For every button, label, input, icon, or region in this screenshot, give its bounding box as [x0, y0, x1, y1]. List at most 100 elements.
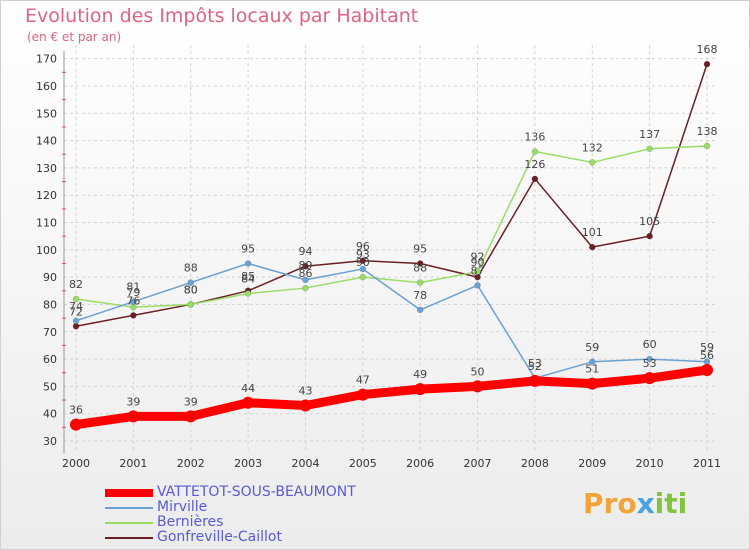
data-label: 50 [471, 365, 485, 378]
x-tick-label: 2003 [234, 457, 262, 470]
chart-subtitle: (en € et par an) [27, 30, 122, 44]
data-label: 72 [69, 305, 83, 318]
data-label: 82 [69, 278, 83, 291]
data-point [130, 298, 137, 305]
y-tick-label: 80 [43, 298, 57, 311]
data-label: 168 [697, 43, 718, 56]
data-label: 59 [700, 341, 714, 354]
data-label: 56 [700, 349, 714, 362]
data-label: 96 [356, 240, 370, 253]
data-label: 39 [126, 395, 140, 408]
data-point [244, 260, 252, 267]
data-point [646, 355, 653, 363]
data-label: 88 [413, 262, 427, 275]
legend-swatch-vattetot [105, 488, 153, 497]
data-label: 94 [298, 245, 312, 258]
data-label: 105 [639, 215, 660, 228]
data-point [244, 290, 252, 297]
legend-item-gonfreville: Gonfreville-Caillot [105, 530, 356, 545]
data-label: 87 [471, 264, 485, 277]
data-point [531, 148, 539, 155]
y-tick-label: 40 [43, 408, 57, 421]
data-label: 80 [184, 283, 198, 296]
data-label: 76 [126, 294, 140, 307]
data-point [130, 312, 137, 319]
series-line [75, 63, 708, 328]
data-label: 95 [413, 242, 427, 255]
data-label: 36 [69, 404, 83, 417]
data-point [643, 372, 656, 385]
data-point [586, 377, 599, 390]
data-point [471, 380, 484, 393]
series-line [75, 262, 708, 379]
y-tick-label: 130 [36, 162, 57, 175]
data-label: 93 [356, 248, 370, 261]
x-tick-label: 2011 [693, 457, 721, 470]
legend-item-mirville: Mirville [105, 500, 356, 515]
series-line [71, 365, 712, 430]
y-tick-label: 50 [43, 380, 57, 393]
data-label: 90 [356, 256, 370, 269]
data-label: 132 [582, 141, 603, 154]
data-label: 126 [524, 158, 545, 171]
y-tick-label: 30 [43, 435, 57, 448]
data-label: 60 [643, 338, 657, 351]
data-label: 47 [356, 374, 370, 387]
data-label: 90 [471, 256, 485, 269]
y-tick-label: 160 [36, 80, 57, 93]
data-label: 84 [241, 273, 255, 286]
data-point [187, 301, 194, 308]
data-label: 43 [298, 384, 312, 397]
y-tick-label: 150 [36, 107, 57, 120]
x-tick-label: 2002 [177, 457, 205, 470]
x-tick-label: 2007 [464, 457, 492, 470]
data-point [531, 175, 539, 183]
data-label: 88 [184, 262, 198, 275]
data-point [414, 383, 427, 396]
y-tick-label: 120 [36, 189, 57, 202]
data-point [72, 317, 80, 325]
data-label: 51 [585, 363, 599, 376]
data-point [356, 388, 369, 401]
data-point [302, 262, 309, 270]
data-point [703, 142, 711, 150]
data-point [474, 282, 481, 289]
proxiti-logo: Proxiti [583, 487, 688, 520]
y-tick-label: 60 [43, 353, 57, 366]
data-label: 79 [126, 286, 140, 299]
data-point [589, 358, 596, 366]
x-tick-label: 2009 [578, 457, 606, 470]
data-point [474, 268, 481, 275]
data-point [703, 60, 711, 68]
legend-swatch-gonfreville [105, 536, 153, 539]
data-point [359, 257, 367, 265]
data-label: 92 [471, 251, 485, 264]
data-label: 138 [697, 125, 718, 138]
data-point [701, 363, 713, 376]
y-tick-label: 100 [36, 244, 57, 257]
y-tick-label: 110 [36, 217, 57, 230]
data-label: 44 [241, 382, 255, 395]
data-point [127, 410, 140, 423]
data-point [359, 265, 367, 273]
chart-title: Evolution des Impôts locaux par Habitant [25, 5, 419, 27]
data-label: 81 [126, 281, 140, 294]
y-tick-label: 70 [43, 326, 57, 339]
data-label: 89 [298, 259, 312, 272]
series-line [75, 145, 708, 308]
data-point [242, 396, 255, 409]
data-label: 59 [585, 341, 599, 354]
y-tick-label: 90 [43, 271, 57, 284]
data-label: 85 [241, 270, 255, 283]
x-tick-label: 2008 [521, 457, 549, 470]
data-point [646, 232, 653, 240]
legend: VATTETOT-SOUS-BEAUMONT Mirville Bernière… [105, 485, 356, 545]
data-point [187, 279, 194, 286]
data-point [359, 273, 367, 281]
x-tick-label: 2004 [291, 457, 319, 470]
legend-label-mirville: Mirville [157, 499, 208, 515]
data-label: 39 [184, 395, 198, 408]
data-point [416, 279, 424, 286]
data-point [299, 399, 312, 412]
